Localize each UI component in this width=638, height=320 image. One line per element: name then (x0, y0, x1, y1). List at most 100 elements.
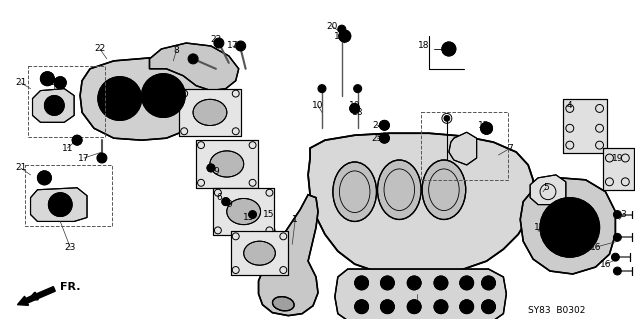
Circle shape (434, 300, 448, 314)
Text: 5: 5 (543, 183, 549, 192)
Text: 13: 13 (534, 223, 546, 232)
Text: 12: 12 (478, 121, 489, 130)
Text: 16: 16 (590, 243, 602, 252)
Text: 10: 10 (349, 101, 360, 110)
Circle shape (54, 77, 66, 89)
Circle shape (482, 300, 496, 314)
Circle shape (442, 42, 456, 56)
Text: 20: 20 (326, 22, 338, 31)
Bar (563, 99, 607, 153)
Bar (231, 231, 288, 275)
Text: 24: 24 (372, 121, 383, 130)
Circle shape (214, 38, 224, 48)
Polygon shape (520, 178, 616, 274)
Circle shape (355, 276, 369, 290)
Bar (27, 66, 105, 137)
Circle shape (318, 85, 326, 92)
Circle shape (350, 103, 360, 113)
Bar (563, 99, 607, 153)
Text: 6: 6 (216, 193, 222, 202)
Circle shape (460, 276, 473, 290)
Text: 18: 18 (419, 42, 430, 51)
Polygon shape (258, 195, 318, 316)
Text: 14: 14 (550, 207, 561, 216)
Circle shape (353, 85, 362, 92)
Bar (213, 188, 274, 235)
Circle shape (72, 135, 82, 145)
Circle shape (207, 164, 215, 172)
Circle shape (40, 72, 54, 86)
Circle shape (407, 276, 421, 290)
Bar (231, 231, 288, 275)
Polygon shape (33, 89, 74, 122)
Circle shape (380, 300, 394, 314)
Text: 15: 15 (243, 213, 255, 222)
Ellipse shape (210, 151, 244, 177)
Bar (602, 148, 634, 190)
Polygon shape (449, 132, 477, 165)
Text: 23: 23 (64, 243, 76, 252)
Polygon shape (149, 43, 239, 91)
Circle shape (460, 300, 473, 314)
Circle shape (249, 211, 256, 219)
Ellipse shape (244, 241, 276, 265)
Circle shape (611, 253, 619, 261)
Text: 21: 21 (15, 164, 26, 172)
Text: 3: 3 (621, 210, 627, 219)
Circle shape (48, 193, 72, 217)
Circle shape (142, 74, 185, 117)
Text: 17: 17 (78, 154, 90, 163)
Polygon shape (335, 269, 507, 320)
Circle shape (480, 122, 493, 134)
Bar (602, 148, 634, 190)
Text: 16: 16 (600, 260, 611, 268)
Bar (196, 140, 258, 188)
Ellipse shape (422, 160, 466, 220)
Text: 8: 8 (174, 46, 179, 55)
Circle shape (380, 120, 389, 130)
Circle shape (235, 41, 246, 51)
Text: SY83  B0302: SY83 B0302 (528, 306, 586, 315)
Circle shape (355, 300, 369, 314)
Text: 10: 10 (312, 101, 323, 110)
Text: 17: 17 (227, 42, 239, 51)
Circle shape (613, 211, 621, 219)
Circle shape (380, 133, 389, 143)
Polygon shape (80, 58, 211, 140)
Text: FR.: FR. (60, 282, 80, 292)
Circle shape (188, 54, 198, 64)
Text: 22: 22 (211, 35, 221, 44)
Text: 2: 2 (414, 302, 420, 311)
Text: 18: 18 (352, 108, 364, 117)
Circle shape (434, 276, 448, 290)
Ellipse shape (378, 160, 421, 220)
Circle shape (222, 198, 230, 206)
Circle shape (613, 267, 621, 275)
Bar (213, 188, 274, 235)
Text: 7: 7 (507, 144, 513, 153)
Text: 4: 4 (567, 101, 573, 110)
Circle shape (338, 25, 346, 33)
Text: 12: 12 (334, 32, 346, 41)
Circle shape (444, 116, 450, 121)
Circle shape (38, 171, 51, 185)
Bar (179, 89, 241, 136)
Bar (179, 89, 241, 136)
Polygon shape (530, 175, 566, 204)
Text: 1: 1 (292, 215, 298, 224)
Circle shape (98, 77, 142, 120)
Text: 21: 21 (15, 78, 26, 87)
Circle shape (613, 233, 621, 241)
Circle shape (97, 153, 107, 163)
Circle shape (482, 276, 496, 290)
Bar (25, 165, 112, 227)
Text: 15: 15 (263, 210, 274, 219)
Circle shape (540, 198, 600, 257)
Ellipse shape (193, 99, 227, 125)
Text: 19: 19 (612, 154, 623, 163)
Ellipse shape (333, 162, 376, 221)
Circle shape (407, 300, 421, 314)
Circle shape (45, 96, 64, 116)
Circle shape (380, 276, 394, 290)
Bar (421, 112, 508, 180)
